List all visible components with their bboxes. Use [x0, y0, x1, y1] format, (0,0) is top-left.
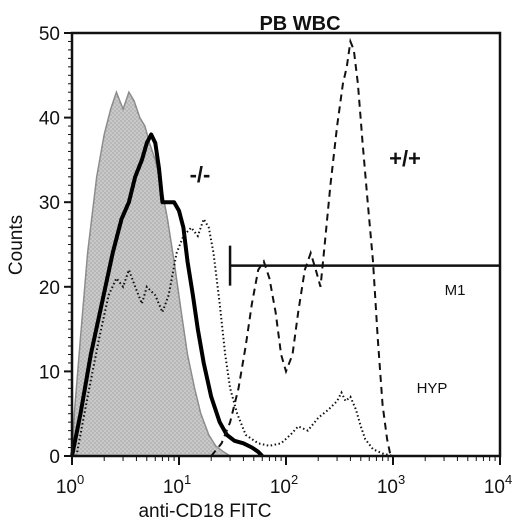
x-tick-label: 103	[377, 472, 405, 498]
tick-layer: 0 10 20 30 40 50 100 101 102 103 104	[39, 24, 512, 498]
series-layer	[70, 37, 394, 458]
y-tick-label: 20	[39, 278, 60, 299]
wildtype-label: +/+	[389, 146, 421, 171]
y-tick-label: 10	[39, 362, 60, 383]
series-solid-thick	[70, 132, 264, 458]
x-tick-label: 102	[270, 472, 298, 498]
gate-marker	[228, 245, 500, 286]
y-axis-title: Counts	[6, 215, 27, 275]
knockout-label: -/-	[190, 162, 211, 187]
series-dotted	[75, 216, 394, 457]
y-tick-label: 40	[39, 109, 60, 130]
chart-title: PB WBC	[259, 13, 340, 35]
series-shaded-gray	[71, 90, 233, 457]
hyp-label: HYP	[417, 380, 448, 397]
y-tick-label: 50	[39, 24, 60, 45]
x-tick-label: 101	[163, 472, 191, 498]
x-tick-label: 100	[56, 472, 84, 498]
x-tick-label: 104	[484, 472, 512, 498]
x-axis-title: anti-CD18 FITC	[138, 501, 271, 522]
y-tick-label: 30	[39, 193, 60, 214]
gate-label: M1	[445, 282, 466, 299]
series-dashed	[210, 37, 392, 457]
y-tick-label: 0	[49, 447, 60, 468]
